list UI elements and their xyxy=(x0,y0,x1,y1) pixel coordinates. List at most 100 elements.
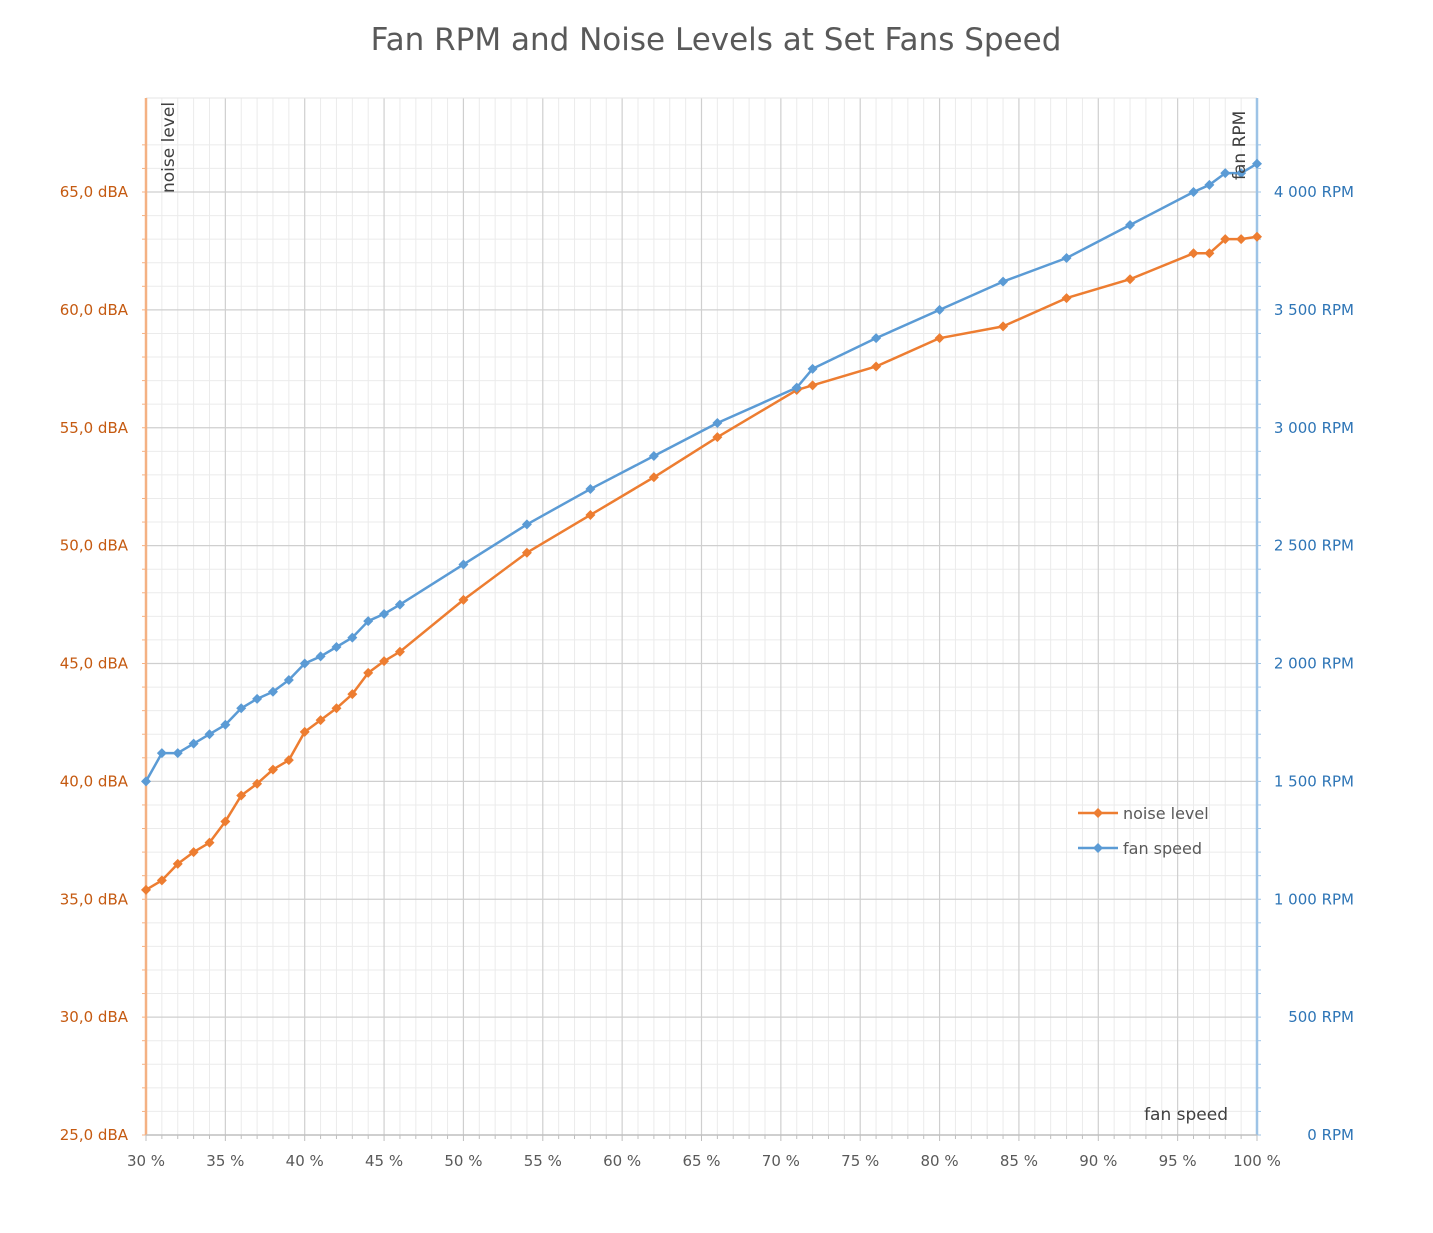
fan-speed-point xyxy=(252,693,263,704)
noise-level-point xyxy=(1252,231,1262,242)
fan-speed-point xyxy=(1252,158,1262,169)
y-left-tick-label: 30,0 dBA xyxy=(60,1008,129,1026)
x-tick-label: 80 % xyxy=(921,1152,959,1170)
major-gridlines xyxy=(146,97,1257,1135)
fan-speed-point xyxy=(712,418,723,429)
y-right-tick-label: 1 500 RPM xyxy=(1274,772,1354,790)
noise-level-point xyxy=(252,778,263,789)
fan-speed-point xyxy=(347,632,358,643)
y-right-tick-label: 0 RPM xyxy=(1307,1126,1354,1144)
noise-level-point xyxy=(458,594,469,605)
noise-level-point xyxy=(204,837,215,848)
fan-speed-point xyxy=(934,304,945,315)
x-tick-label: 75 % xyxy=(841,1152,879,1170)
fan-speed-point xyxy=(283,675,294,686)
y-left-axis-title: noise level xyxy=(159,102,179,193)
y-left-tick-label: 60,0 dBA xyxy=(60,301,129,319)
fan-speed-point xyxy=(172,748,183,759)
y-left-tick-label: 55,0 dBA xyxy=(60,419,129,437)
noise-level-point xyxy=(156,875,167,886)
chart-title: Fan RPM and Noise Levels at Set Fans Spe… xyxy=(371,22,1062,58)
fan-speed-point xyxy=(379,608,390,619)
noise-level-point xyxy=(394,646,405,657)
y-right-tick-label: 3 000 RPM xyxy=(1274,419,1354,437)
noise-level-point xyxy=(807,380,818,391)
fan-speed-point xyxy=(791,382,802,393)
fan-speed-point xyxy=(267,686,278,697)
y-right-tick-label: 500 RPM xyxy=(1288,1008,1354,1026)
noise-level-point xyxy=(1220,234,1231,245)
noise-level-point xyxy=(585,509,596,520)
fan-speed-point xyxy=(585,484,596,495)
y-right-tick-label: 4 000 RPM xyxy=(1274,183,1354,201)
y-right-tick-label: 1 000 RPM xyxy=(1274,890,1354,908)
noise-level-point xyxy=(188,847,199,858)
legend-fan-marker xyxy=(1093,843,1103,853)
fan-speed-point xyxy=(156,748,167,759)
fan-speed-point xyxy=(236,703,247,714)
noise-level-point xyxy=(283,755,294,766)
series-layer xyxy=(141,158,1262,895)
x-tick-label: 90 % xyxy=(1079,1152,1117,1170)
x-tick-label: 65 % xyxy=(682,1152,720,1170)
x-tick-label: 70 % xyxy=(762,1152,800,1170)
fan-speed-point xyxy=(315,651,326,662)
noise-level-line xyxy=(145,235,1258,891)
noise-level-point xyxy=(871,361,882,372)
noise-level-point xyxy=(267,764,278,775)
noise-level-point xyxy=(379,656,390,667)
y-left-tick-label: 65,0 dBA xyxy=(60,183,129,201)
fan-speed-point xyxy=(1061,253,1072,264)
noise-level-point xyxy=(521,547,532,558)
noise-level-point xyxy=(1125,274,1136,285)
legend-fan-label: fan speed xyxy=(1123,839,1202,858)
x-tick-label: 60 % xyxy=(603,1152,641,1170)
fan-speed-point xyxy=(394,599,405,610)
fan-speed-point xyxy=(1236,168,1247,179)
fan-speed-point xyxy=(1188,187,1199,197)
fan-speed-point xyxy=(363,616,374,627)
fan-speed-point xyxy=(458,559,469,570)
x-tick-label: 40 % xyxy=(286,1152,324,1170)
fan-speed-point xyxy=(648,451,659,462)
y-left-tick-label: 45,0 dBA xyxy=(60,655,129,673)
fan-speed-point xyxy=(188,738,199,749)
noise-level-point xyxy=(712,432,723,443)
fan-speed-line xyxy=(144,162,1258,782)
noise-level-point xyxy=(172,858,183,869)
noise-level-point xyxy=(141,884,151,895)
y-right-tick-label: 2 500 RPM xyxy=(1274,537,1354,555)
fan-speed-point xyxy=(1204,179,1215,190)
noise-level-point xyxy=(236,790,247,801)
noise-level-point xyxy=(998,321,1009,332)
noise-level-point xyxy=(220,816,231,827)
x-tick-label: 35 % xyxy=(206,1152,244,1170)
y-right-tick-label: 3 500 RPM xyxy=(1274,301,1354,319)
fan-speed-point xyxy=(871,333,882,344)
noise-level-point xyxy=(1204,248,1215,259)
noise-level-point xyxy=(315,715,326,726)
y-left-tick-label: 40,0 dBA xyxy=(60,772,129,790)
y-left-tick-label: 35,0 dBA xyxy=(60,890,129,908)
fan-speed-point xyxy=(1220,168,1231,179)
fan-speed-point xyxy=(521,519,532,530)
noise-level-point xyxy=(1061,293,1072,304)
x-tick-label: 55 % xyxy=(524,1152,562,1170)
y-left-tick-label: 50,0 dBA xyxy=(60,537,129,555)
noise-level-point xyxy=(1236,234,1247,245)
noise-level-point xyxy=(347,689,358,700)
x-tick-label: 30 % xyxy=(127,1152,165,1170)
x-tick-label: 85 % xyxy=(1000,1152,1038,1170)
noise-level-point xyxy=(299,726,310,737)
x-axis-title: fan speed xyxy=(1144,1105,1228,1125)
fan-speed-point xyxy=(299,658,310,669)
noise-level-point xyxy=(934,333,945,344)
x-tick-label: 45 % xyxy=(365,1152,403,1170)
legend-noise-label: noise level xyxy=(1123,804,1209,823)
fan-speed-point xyxy=(1125,220,1136,231)
x-tick-label: 50 % xyxy=(444,1152,482,1170)
legend: noise level fan speed xyxy=(1078,804,1209,858)
noise-level-point xyxy=(363,667,374,678)
fan-speed-point xyxy=(141,776,151,787)
x-tick-label: 95 % xyxy=(1159,1152,1197,1170)
